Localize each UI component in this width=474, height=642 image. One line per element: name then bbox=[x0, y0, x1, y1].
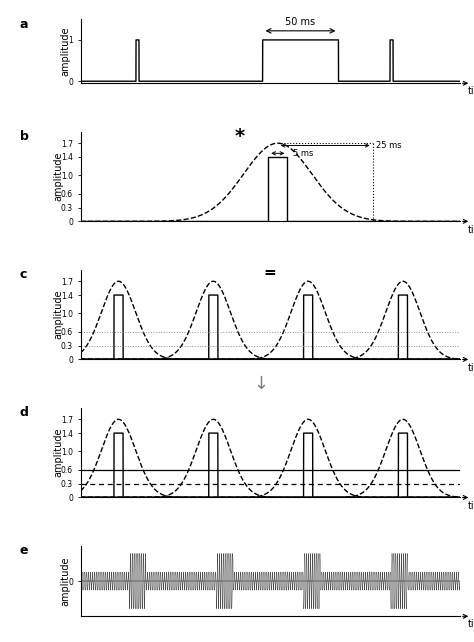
Text: a: a bbox=[20, 18, 28, 31]
Text: d: d bbox=[20, 406, 29, 419]
Text: *: * bbox=[235, 127, 245, 146]
Y-axis label: amplitude: amplitude bbox=[60, 26, 70, 76]
Text: ↓: ↓ bbox=[253, 375, 268, 393]
Y-axis label: amplitude: amplitude bbox=[53, 290, 63, 340]
Text: time: time bbox=[467, 225, 474, 235]
Text: b: b bbox=[20, 130, 29, 143]
Y-axis label: amplitude: amplitude bbox=[53, 428, 63, 478]
Text: 25 ms: 25 ms bbox=[376, 141, 402, 150]
Text: time: time bbox=[467, 501, 474, 511]
Text: c: c bbox=[20, 268, 27, 281]
Y-axis label: amplitude: amplitude bbox=[53, 152, 63, 202]
Text: time: time bbox=[467, 619, 474, 629]
Text: 5 ms: 5 ms bbox=[293, 149, 313, 158]
Text: e: e bbox=[20, 544, 28, 557]
Text: time: time bbox=[467, 86, 474, 96]
Text: 50 ms: 50 ms bbox=[285, 17, 316, 27]
Text: time: time bbox=[467, 363, 474, 373]
Y-axis label: amplitude: amplitude bbox=[60, 557, 70, 606]
Text: =: = bbox=[264, 266, 276, 281]
